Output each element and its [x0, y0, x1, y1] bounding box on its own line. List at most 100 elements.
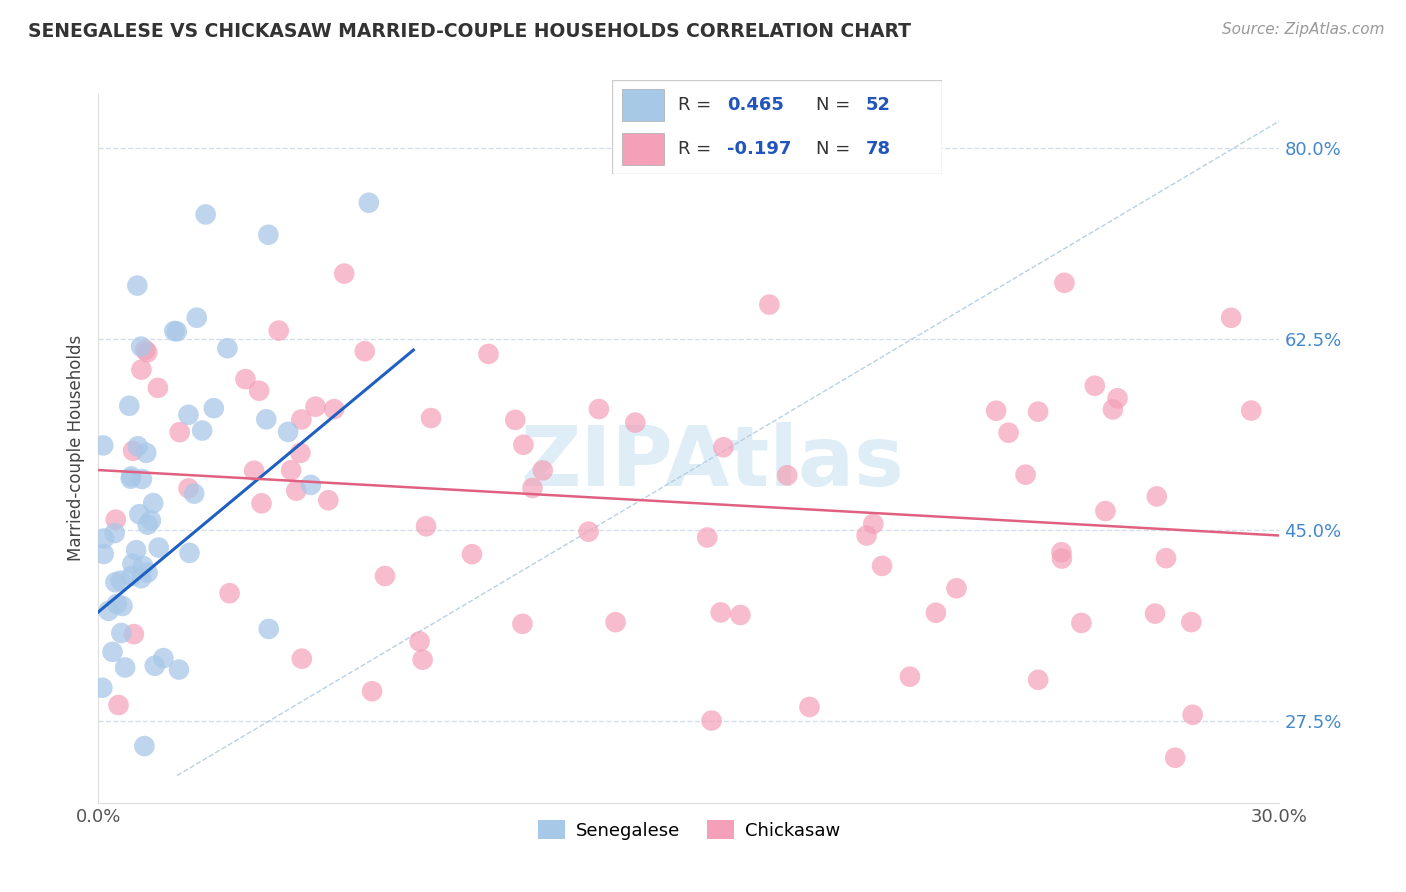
Senegalese	[128, 507, 150, 521]
Senegalese	[129, 340, 152, 354]
Chickasaw	[984, 403, 1007, 417]
Chickasaw	[280, 463, 302, 477]
Chickasaw	[134, 343, 156, 357]
Chickasaw	[1053, 276, 1076, 290]
Senegalese	[97, 604, 120, 618]
Chickasaw	[267, 324, 290, 338]
Senegalese	[120, 569, 142, 583]
Chickasaw	[285, 483, 308, 498]
Chickasaw	[122, 443, 145, 458]
Senegalese	[131, 472, 153, 486]
Senegalese	[104, 575, 127, 590]
Text: R =: R =	[678, 140, 717, 158]
FancyBboxPatch shape	[621, 88, 665, 120]
Senegalese	[177, 408, 200, 422]
Chickasaw	[855, 528, 877, 542]
Chickasaw	[323, 402, 346, 417]
Chickasaw	[412, 653, 434, 667]
Senegalese	[110, 626, 132, 640]
Chickasaw	[624, 416, 647, 430]
Senegalese	[191, 424, 214, 438]
Chickasaw	[318, 493, 340, 508]
Senegalese	[257, 622, 280, 636]
Senegalese	[110, 574, 132, 588]
Chickasaw	[290, 446, 312, 460]
Senegalese	[120, 472, 142, 486]
Senegalese	[299, 478, 322, 492]
Senegalese	[127, 278, 149, 293]
Chickasaw	[870, 558, 893, 573]
Text: N =: N =	[817, 140, 856, 158]
Senegalese	[93, 547, 115, 561]
Senegalese	[134, 739, 156, 753]
Chickasaw	[1240, 403, 1263, 417]
Chickasaw	[1026, 405, 1049, 419]
Chickasaw	[243, 464, 266, 478]
Chickasaw	[131, 362, 153, 376]
Senegalese	[129, 571, 152, 585]
Senegalese	[118, 399, 141, 413]
Chickasaw	[408, 634, 430, 648]
Chickasaw	[997, 425, 1019, 440]
Chickasaw	[169, 425, 191, 439]
Senegalese	[136, 517, 159, 532]
Chickasaw	[700, 714, 723, 728]
Chickasaw	[1094, 504, 1116, 518]
Senegalese	[217, 341, 239, 355]
Chickasaw	[247, 384, 270, 398]
Senegalese	[101, 645, 124, 659]
Text: ZIPAtlas: ZIPAtlas	[520, 422, 904, 503]
Text: SENEGALESE VS CHICKASAW MARRIED-COUPLE HOUSEHOLDS CORRELATION CHART: SENEGALESE VS CHICKASAW MARRIED-COUPLE H…	[28, 22, 911, 41]
Chickasaw	[1050, 545, 1073, 559]
Chickasaw	[477, 347, 499, 361]
Chickasaw	[235, 372, 257, 386]
Senegalese	[202, 401, 225, 416]
Chickasaw	[374, 569, 396, 583]
Chickasaw	[696, 531, 718, 545]
Chickasaw	[1181, 707, 1204, 722]
Senegalese	[135, 446, 157, 460]
Senegalese	[93, 532, 115, 546]
Senegalese	[167, 663, 190, 677]
Chickasaw	[776, 468, 799, 483]
Chickasaw	[104, 513, 127, 527]
Chickasaw	[503, 413, 526, 427]
Chickasaw	[522, 481, 544, 495]
Senegalese	[136, 566, 159, 580]
Senegalese	[148, 541, 170, 555]
Chickasaw	[710, 606, 733, 620]
Text: -0.197: -0.197	[727, 140, 792, 158]
Chickasaw	[304, 400, 326, 414]
Chickasaw	[122, 627, 145, 641]
Chickasaw	[588, 402, 610, 417]
Senegalese	[121, 557, 143, 571]
Chickasaw	[290, 412, 312, 426]
Legend: Senegalese, Chickasaw: Senegalese, Chickasaw	[530, 814, 848, 847]
Senegalese	[179, 546, 201, 560]
Chickasaw	[218, 586, 240, 600]
Chickasaw	[107, 698, 129, 712]
Senegalese	[139, 513, 162, 527]
Senegalese	[166, 325, 188, 339]
Chickasaw	[136, 345, 159, 359]
Senegalese	[105, 597, 128, 611]
Chickasaw	[1180, 615, 1202, 629]
Chickasaw	[333, 267, 356, 281]
Text: 78: 78	[866, 140, 891, 158]
Senegalese	[163, 324, 186, 338]
Chickasaw	[250, 496, 273, 510]
FancyBboxPatch shape	[621, 133, 665, 164]
Senegalese	[257, 227, 280, 242]
Chickasaw	[730, 607, 752, 622]
Chickasaw	[1154, 551, 1177, 566]
Chickasaw	[420, 411, 443, 425]
Senegalese	[91, 681, 114, 695]
Chickasaw	[1070, 615, 1092, 630]
Chickasaw	[512, 438, 534, 452]
Chickasaw	[1102, 402, 1125, 417]
Text: 52: 52	[866, 95, 891, 113]
Chickasaw	[898, 670, 921, 684]
Chickasaw	[1084, 378, 1107, 392]
Chickasaw	[1146, 490, 1168, 504]
Chickasaw	[353, 344, 375, 359]
